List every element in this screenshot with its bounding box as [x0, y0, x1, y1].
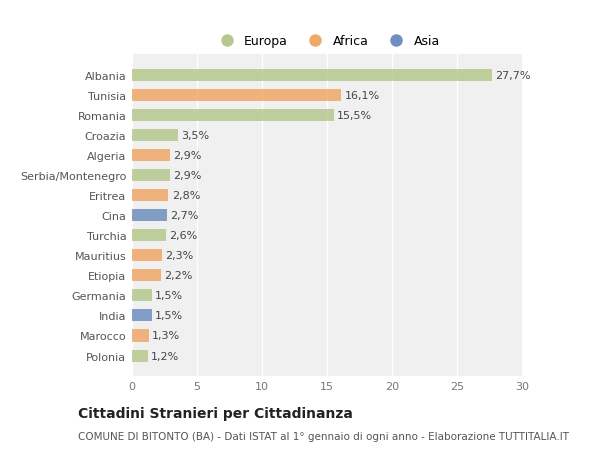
- Text: 2,6%: 2,6%: [169, 231, 197, 241]
- Text: 2,8%: 2,8%: [172, 191, 200, 201]
- Text: 16,1%: 16,1%: [344, 91, 380, 101]
- Text: COMUNE DI BITONTO (BA) - Dati ISTAT al 1° gennaio di ogni anno - Elaborazione TU: COMUNE DI BITONTO (BA) - Dati ISTAT al 1…: [78, 431, 569, 442]
- Bar: [132, 350, 148, 362]
- Legend: Europa, Africa, Asia: Europa, Africa, Asia: [212, 33, 443, 50]
- Bar: [132, 310, 151, 322]
- Text: 1,5%: 1,5%: [155, 291, 183, 301]
- Bar: [132, 170, 170, 182]
- Text: 1,2%: 1,2%: [151, 351, 179, 361]
- Bar: [132, 290, 151, 302]
- Bar: [132, 110, 334, 122]
- Text: 2,7%: 2,7%: [170, 211, 199, 221]
- Text: 2,9%: 2,9%: [173, 171, 202, 181]
- Bar: [132, 190, 169, 202]
- Text: 27,7%: 27,7%: [496, 71, 531, 81]
- Bar: [132, 130, 178, 142]
- Text: 1,5%: 1,5%: [155, 311, 183, 321]
- Bar: [132, 150, 170, 162]
- Bar: [132, 250, 162, 262]
- Bar: [132, 330, 149, 342]
- Text: Cittadini Stranieri per Cittadinanza: Cittadini Stranieri per Cittadinanza: [78, 406, 353, 420]
- Text: 15,5%: 15,5%: [337, 111, 372, 121]
- Bar: [132, 90, 341, 102]
- Text: 1,3%: 1,3%: [152, 331, 180, 341]
- Bar: [132, 270, 161, 282]
- Text: 2,9%: 2,9%: [173, 151, 202, 161]
- Bar: [132, 70, 492, 82]
- Text: 2,2%: 2,2%: [164, 271, 192, 281]
- Text: 2,3%: 2,3%: [165, 251, 193, 261]
- Bar: [132, 230, 166, 242]
- Text: 3,5%: 3,5%: [181, 131, 209, 141]
- Bar: [132, 210, 167, 222]
